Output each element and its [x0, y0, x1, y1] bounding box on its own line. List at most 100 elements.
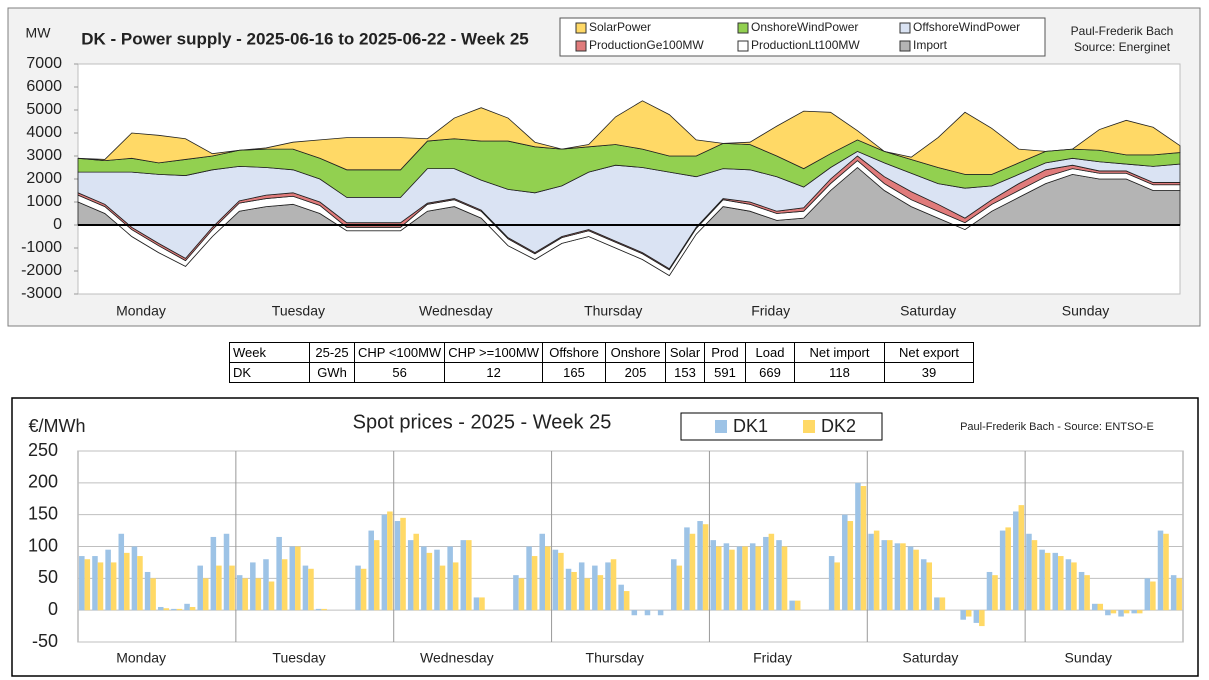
bar	[1163, 533, 1169, 611]
bar	[460, 540, 467, 611]
bar	[781, 546, 788, 611]
bar	[992, 575, 998, 611]
y-tick-label: 150	[28, 503, 58, 523]
bar	[124, 552, 130, 611]
bar	[868, 533, 874, 611]
bar	[671, 559, 677, 611]
credit: Paul-Frederik Bach	[1071, 24, 1174, 38]
x-tick-label: Monday	[116, 650, 166, 666]
bar	[979, 610, 985, 627]
x-tick-label: Tuesday	[272, 303, 325, 319]
bar	[855, 482, 861, 611]
bar	[1131, 610, 1137, 614]
bar	[1039, 549, 1045, 611]
power-supply-chart: DK - Power supply - 2025-06-16 to 2025-0…	[7, 7, 1201, 327]
bar	[873, 530, 880, 611]
bar	[189, 606, 196, 611]
bar	[263, 559, 269, 611]
x-tick-label: Wednesday	[420, 650, 494, 666]
legend-swatch	[737, 40, 749, 52]
bar	[763, 536, 769, 611]
bar	[729, 549, 735, 611]
bar	[163, 608, 170, 611]
x-tick-label: Friday	[751, 303, 790, 319]
y-tick-label: -3000	[21, 285, 62, 302]
bar	[1091, 603, 1098, 611]
bar	[268, 581, 275, 611]
y-tick-label: 200	[28, 472, 58, 492]
bar	[479, 597, 485, 611]
bar	[387, 511, 393, 611]
y-tick-label: -50	[32, 631, 58, 651]
bar	[1005, 527, 1011, 611]
y-tick-label: 250	[28, 440, 58, 460]
bar	[242, 578, 248, 611]
y-tick-label: 1000	[26, 193, 62, 210]
legend-label: OffshoreWindPower	[913, 20, 1020, 34]
credit: Source: Energinet	[1074, 40, 1171, 54]
bar	[1078, 571, 1085, 611]
y-tick-label: 3000	[26, 147, 62, 164]
table-cell: 591	[704, 362, 747, 383]
bar	[150, 578, 156, 611]
table-cell: 205	[605, 362, 667, 383]
bar	[295, 546, 301, 611]
bar	[578, 562, 585, 611]
bar	[518, 578, 525, 611]
bar	[210, 536, 217, 611]
bar	[1157, 530, 1164, 611]
bar	[223, 533, 230, 611]
bar	[710, 540, 717, 611]
bar	[400, 517, 406, 611]
legend-label: DK2	[821, 416, 856, 436]
y-tick-label: 0	[53, 216, 62, 233]
bar	[413, 533, 419, 611]
x-tick-label: Thursday	[586, 650, 644, 666]
bar	[539, 533, 545, 611]
bar	[597, 575, 604, 611]
bar	[1150, 581, 1156, 611]
y-tick-label: 6000	[26, 78, 62, 95]
table-cell: 39	[884, 362, 975, 383]
bar	[434, 549, 440, 611]
x-tick-label: Thursday	[584, 303, 642, 319]
bar	[1123, 610, 1130, 614]
bar	[623, 591, 630, 611]
bar	[828, 556, 835, 611]
bar	[749, 543, 756, 611]
y-tick-label: 0	[48, 599, 58, 619]
bar	[407, 540, 414, 611]
bar	[1031, 540, 1038, 611]
bar	[360, 568, 367, 611]
bar	[834, 562, 840, 611]
bar	[1136, 610, 1143, 614]
bar	[887, 540, 893, 611]
bar	[229, 565, 235, 611]
y-axis-label: MW	[26, 25, 52, 41]
bar	[1026, 533, 1032, 611]
bar	[184, 603, 190, 611]
bar	[157, 606, 164, 611]
legend-label: ProductionLt100MW	[751, 38, 860, 52]
area-series	[77, 100, 1181, 175]
bar	[1144, 578, 1151, 611]
legend-box	[680, 412, 883, 441]
x-tick-label: Monday	[116, 303, 166, 319]
x-tick-label: Saturday	[902, 650, 958, 666]
bar	[1052, 552, 1059, 611]
bar	[716, 546, 722, 611]
legend-swatch	[899, 22, 911, 34]
legend-swatch	[737, 22, 749, 34]
bar	[439, 565, 446, 611]
credit: Paul-Frederik Bach - Source: ENTSO-E	[960, 421, 1154, 433]
legend-swatch	[575, 22, 587, 34]
bar	[676, 565, 683, 611]
bar	[1097, 603, 1104, 611]
bar	[281, 559, 288, 611]
x-tick-label: Saturday	[900, 303, 956, 319]
bar	[171, 608, 177, 611]
y-tick-label: 7000	[26, 55, 62, 72]
legend-label: Import	[913, 38, 948, 52]
table-cell: 56	[353, 362, 446, 383]
bar	[355, 565, 361, 611]
